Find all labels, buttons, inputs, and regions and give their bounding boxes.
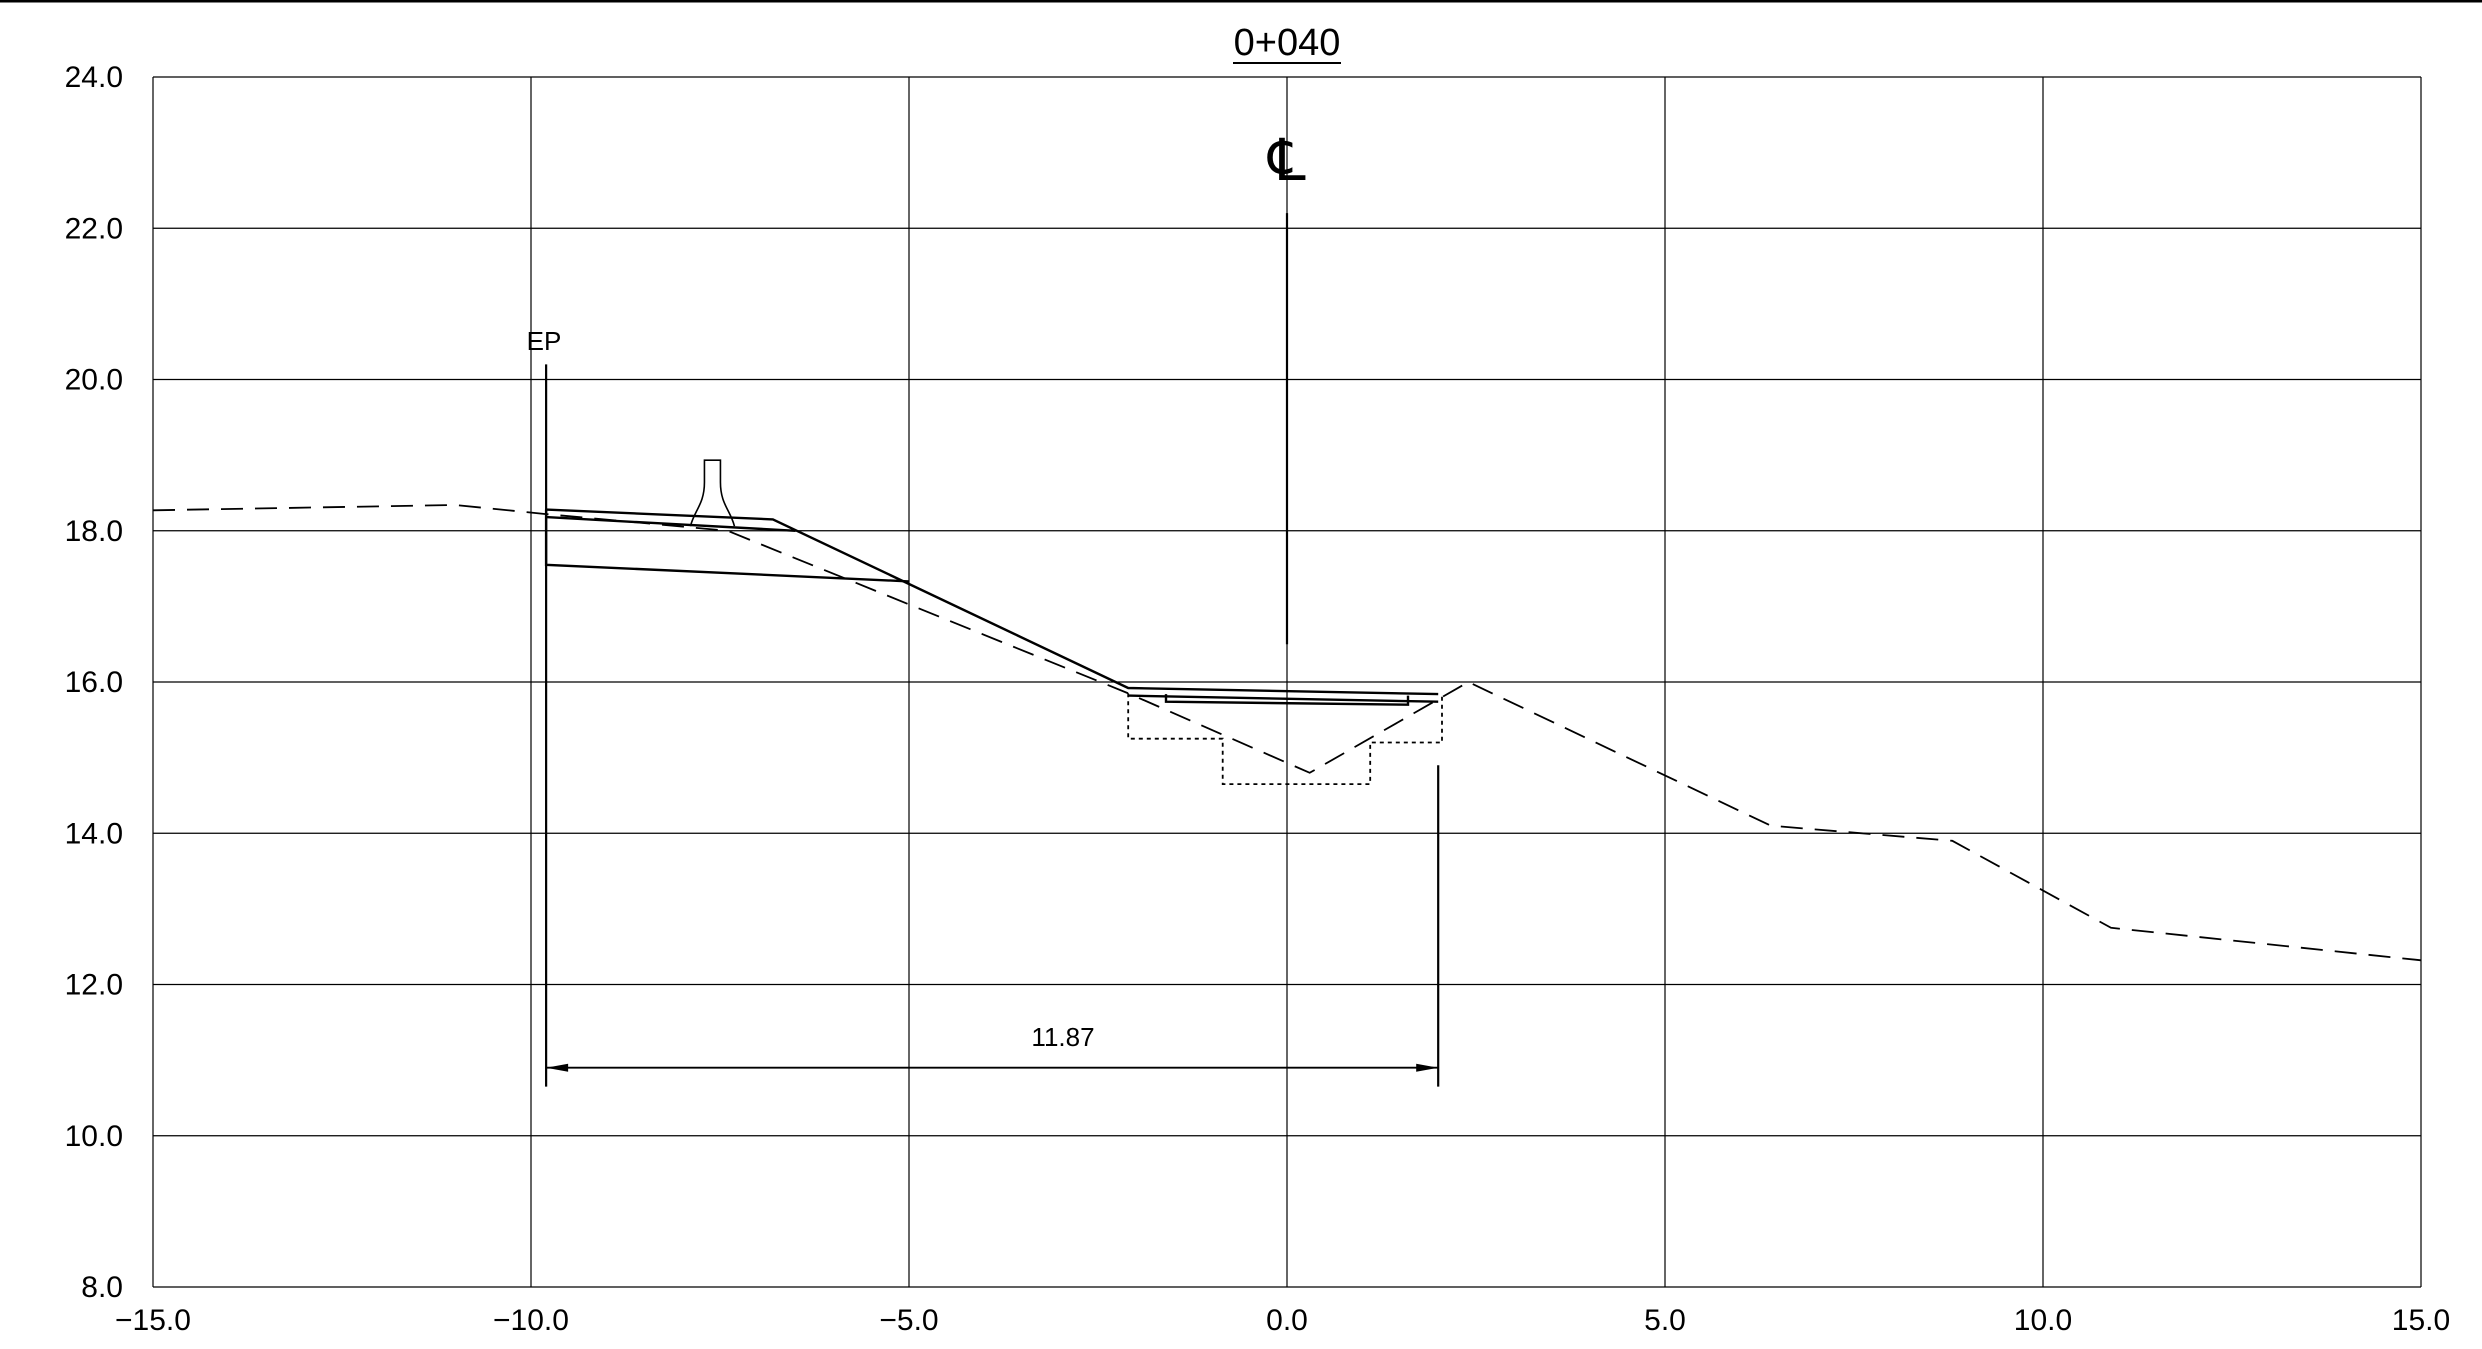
feature-layer — [689, 459, 736, 527]
y-tick-label-8: 24.0 — [65, 61, 123, 94]
design-line-2 — [546, 515, 796, 532]
y-tick-label-7: 22.0 — [65, 212, 123, 245]
verticals-layer — [545, 213, 1440, 1087]
x-tick-label-4: 5.0 — [1644, 1304, 1686, 1337]
dimension-arrow-right — [1416, 1063, 1439, 1072]
existing-ground-line — [152, 504, 2422, 962]
y-axis-ticks: 8.0 10.0 12.0 14.0 16.0 18.0 20.0 22.0 24.0 — [65, 61, 123, 1304]
x-tick-label-0: −15.0 — [115, 1304, 191, 1337]
x-tick-label-1: −10.0 — [493, 1304, 569, 1337]
dimension-layer — [546, 1063, 1439, 1072]
x-tick-label-6: 15.0 — [2392, 1304, 2450, 1337]
x-tick-label-2: −5.0 — [879, 1304, 938, 1337]
station-title: 0+040 — [1234, 22, 1341, 64]
x-axis-ticks: −15.0 −10.0 −5.0 0.0 5.0 10.0 15.0 — [115, 1304, 2450, 1337]
y-tick-label-6: 20.0 — [65, 364, 123, 397]
series-layer — [152, 504, 2422, 962]
y-tick-label-1: 10.0 — [65, 1120, 123, 1153]
barrier-symbol — [689, 459, 736, 527]
dimension-value: 11.87 — [1031, 1022, 1094, 1052]
design-line-4 — [1128, 694, 1439, 703]
design-line-1 — [546, 508, 1439, 696]
design-line-5 — [1164, 694, 1410, 706]
y-tick-label-3: 14.0 — [65, 817, 123, 850]
y-tick-label-0: 8.0 — [81, 1271, 123, 1304]
y-tick-label-2: 12.0 — [65, 969, 123, 1002]
y-tick-label-4: 16.0 — [65, 666, 123, 699]
centerline-symbol: ℄ — [1266, 128, 1305, 193]
x-tick-label-5: 10.0 — [2014, 1304, 2072, 1337]
x-tick-label-3: 0.0 — [1266, 1304, 1308, 1337]
ep-label: EP — [527, 326, 562, 356]
y-tick-label-5: 18.0 — [65, 515, 123, 548]
dimension-arrow-left — [546, 1063, 569, 1072]
ditch-excavation-outline — [1127, 693, 1443, 785]
